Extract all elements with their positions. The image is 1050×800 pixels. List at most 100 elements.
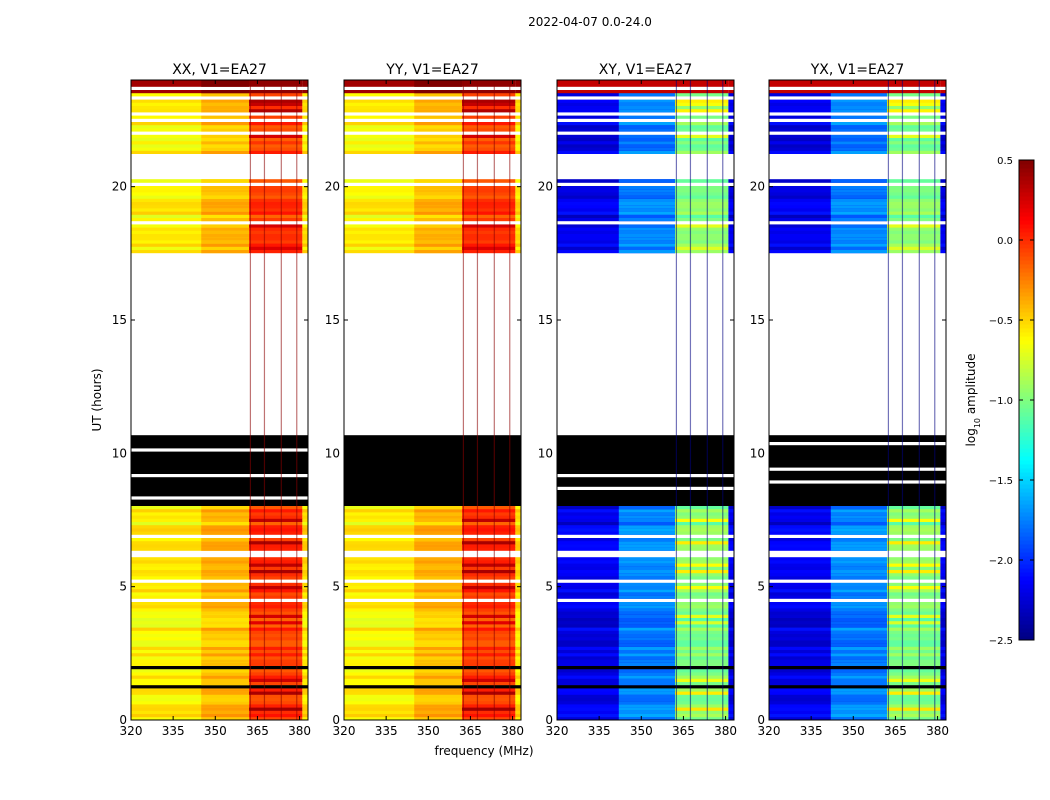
colorbar-segment <box>1019 460 1034 465</box>
heatmap-row <box>131 588 249 593</box>
heatmap-row <box>618 640 675 644</box>
colorbar-segment <box>1019 288 1034 293</box>
heatmap-row <box>515 524 521 529</box>
heatmap-row <box>769 150 887 154</box>
heatmap-row <box>344 678 462 682</box>
heatmap-row <box>769 643 887 647</box>
heatmap-row <box>618 211 675 215</box>
heatmap-row <box>515 710 521 714</box>
heatmap-row <box>675 569 729 574</box>
heatmap-row <box>769 460 946 465</box>
heatmap-row <box>769 560 887 564</box>
heatmap-row <box>557 236 675 241</box>
heatmap-row <box>830 713 887 718</box>
heatmap-row <box>344 512 462 516</box>
heatmap-row <box>201 188 249 193</box>
heatmap-row <box>414 512 462 516</box>
heatmap-row <box>769 579 946 583</box>
heatmap-row <box>557 86 734 90</box>
heatmap-row <box>557 524 675 529</box>
heatmap-row <box>414 179 462 183</box>
heatmap-row <box>344 185 462 190</box>
heatmap-row <box>728 611 734 615</box>
heatmap-row <box>940 236 946 241</box>
heatmap-row <box>940 585 946 590</box>
heatmap-row <box>515 566 521 570</box>
heatmap-row <box>201 99 249 103</box>
heatmap-row <box>249 700 303 705</box>
x-tick-label: 350 <box>417 724 440 738</box>
heatmap-row <box>940 108 946 113</box>
heatmap-row <box>557 89 675 94</box>
heatmap-row <box>940 102 946 106</box>
heatmap-row <box>414 556 462 561</box>
heatmap-row <box>462 140 516 145</box>
heatmap-row <box>675 700 729 705</box>
heatmap-row <box>769 128 887 132</box>
heatmap-row <box>344 502 521 506</box>
heatmap-row <box>940 547 946 551</box>
heatmap-row <box>201 80 249 84</box>
heatmap-row <box>249 233 303 238</box>
heatmap-row <box>302 128 308 132</box>
heatmap-row <box>131 672 249 676</box>
heatmap-row <box>887 204 941 209</box>
heatmap-row <box>618 134 675 138</box>
colorbar-segment <box>1019 492 1034 497</box>
colorbar-segment <box>1019 528 1034 533</box>
heatmap-row <box>515 569 521 574</box>
heatmap-row <box>830 515 887 519</box>
heatmap-row <box>131 236 249 241</box>
heatmap-row <box>887 192 941 196</box>
heatmap-row <box>618 249 675 254</box>
heatmap-row <box>131 144 249 148</box>
heatmap-row <box>887 105 941 110</box>
heatmap-row <box>131 598 308 602</box>
heatmap-row <box>414 713 462 718</box>
heatmap-row <box>302 624 308 628</box>
heatmap-row <box>557 473 734 478</box>
heatmap-row <box>830 576 887 580</box>
heatmap-row <box>618 633 675 638</box>
colorbar-segment <box>1019 180 1034 185</box>
heatmap-row <box>515 92 521 97</box>
colorbar-segment <box>1019 176 1034 181</box>
heatmap-row <box>728 662 734 666</box>
heatmap-row <box>131 480 308 484</box>
heatmap-row <box>302 617 308 622</box>
heatmap-row <box>515 224 521 228</box>
heatmap-row <box>515 544 521 548</box>
heatmap-row <box>302 627 308 631</box>
heatmap-row <box>249 620 303 625</box>
heatmap-row <box>344 646 462 650</box>
heatmap-row <box>249 678 303 682</box>
heatmap-row <box>344 204 462 209</box>
heatmap-row <box>675 678 729 682</box>
colorbar-segment <box>1019 596 1034 601</box>
heatmap-row <box>675 92 729 97</box>
heatmap-row <box>728 208 734 212</box>
heatmap-row <box>515 508 521 513</box>
heatmap-row <box>302 633 308 638</box>
heatmap-row <box>302 544 308 548</box>
heatmap-row <box>201 681 249 686</box>
heatmap-row <box>462 508 516 513</box>
heatmap-row <box>940 566 946 570</box>
heatmap-row <box>769 585 887 590</box>
heatmap-row <box>249 185 303 190</box>
heatmap-row <box>462 592 516 596</box>
heatmap-row <box>830 646 887 650</box>
heatmap-row <box>344 684 521 689</box>
heatmap-row <box>769 496 946 500</box>
heatmap-row <box>131 643 249 647</box>
heatmap-row <box>557 547 675 551</box>
heatmap-row <box>830 624 887 628</box>
heatmap-row <box>201 201 249 206</box>
colorbar-segment <box>1019 472 1034 477</box>
heatmap-row <box>131 147 249 151</box>
heatmap-row <box>728 566 734 570</box>
heatmap-row <box>131 681 249 686</box>
heatmap-row <box>728 585 734 590</box>
heatmap-row <box>131 652 249 657</box>
heatmap-row <box>249 566 303 570</box>
